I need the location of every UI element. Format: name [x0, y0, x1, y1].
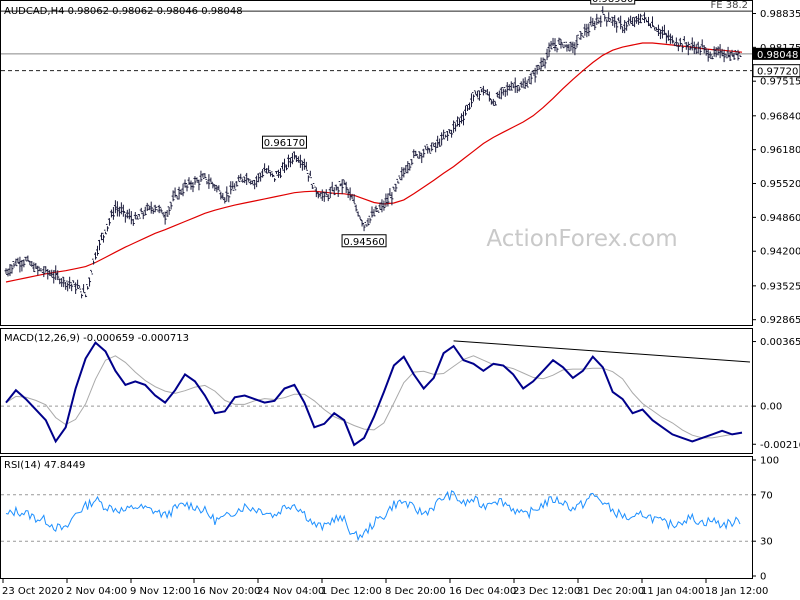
- price-panel-title: AUDCAD,H4 0.98062 0.98062 0.98046 0.9804…: [4, 6, 243, 17]
- annotation-label: 0.98980: [592, 0, 633, 5]
- time-tick-label: 23 Oct 2020: [2, 586, 64, 597]
- price-tick-label: 0.98175: [760, 43, 800, 54]
- rsi-level-lines: [1, 494, 752, 542]
- price-annotations: 0.98980 0.96170 0.94560: [261, 0, 636, 248]
- time-tick-label: 1 Dec 12:00: [321, 586, 382, 597]
- rsi-tick-label: 100: [760, 456, 779, 467]
- price-axis: 0.98835 0.98175 0.97515 0.96840 0.96180 0.955…: [752, 9, 800, 326]
- level-tag-label: 0.97720: [757, 67, 798, 78]
- annotation-label: 0.96170: [264, 138, 305, 149]
- time-tick-label: 18 Jan 12:00: [705, 586, 768, 597]
- price-tick-label: 0.94200: [760, 247, 800, 258]
- macd-lines: [5, 340, 751, 447]
- watermark: ActionForex.com: [486, 226, 677, 252]
- time-tick-label: 23 Dec 12:00: [513, 586, 580, 597]
- time-tick-label: 16 Nov 20:00: [193, 586, 260, 597]
- price-level-lines: FE 38.2 0.98048 0.97720: [1, 0, 800, 78]
- rsi-tick-label: 70: [760, 490, 773, 501]
- macd-signal-line: [5, 355, 743, 439]
- macd-trendline: [453, 340, 751, 363]
- price-panel: [0, 0, 753, 326]
- annotation-box: [341, 234, 387, 248]
- price-tick-label: 0.98835: [760, 9, 800, 20]
- price-tick-label: 0.93525: [760, 281, 800, 292]
- price-bars: [4, 6, 742, 299]
- rsi-line: [5, 490, 741, 542]
- time-tick-label: 9 Nov 12:00: [130, 586, 191, 597]
- macd-panel-title: MACD(12,26,9) -0.000659 -0.000713: [4, 333, 189, 344]
- level-label: FE 38.2: [710, 0, 748, 11]
- rsi-axis: 100 70 30 0: [752, 456, 779, 583]
- macd-tick-label: 0.00: [760, 402, 782, 413]
- annotation-box: [261, 135, 307, 149]
- rsi-line: [5, 490, 741, 542]
- time-tick-label: 11 Jan 04:00: [641, 586, 704, 597]
- time-tick-label: 24 Nov 04:00: [257, 586, 324, 597]
- level-tag-label: 0.98048: [757, 50, 798, 61]
- macd-panel: [0, 328, 753, 454]
- time-tick-label: 8 Dec 20:00: [385, 586, 446, 597]
- rsi-tick-label: 30: [760, 537, 773, 548]
- rsi-panel-title: RSI(14) 47.8449: [4, 460, 85, 471]
- macd-tick-label: -0.002161: [760, 440, 800, 451]
- rsi-tick-label: 0: [760, 572, 766, 583]
- macd-axis: 0.003659 0.00 -0.002161: [752, 337, 800, 451]
- annotation-label: 0.94560: [343, 237, 384, 248]
- time-tick-label: 16 Dec 04:00: [449, 586, 516, 597]
- annotation-box: [590, 0, 636, 5]
- moving-average-line: [5, 42, 743, 283]
- price-tick-label: 0.95520: [760, 179, 800, 190]
- price-tick-label: 0.96180: [760, 145, 800, 156]
- time-tick-label: 31 Dec 20:00: [577, 586, 644, 597]
- macd-line: [5, 341, 743, 447]
- price-tick-label: 0.97515: [760, 77, 800, 88]
- level-tag: [753, 47, 800, 60]
- time-axis: 23 Oct 2020 2 Nov 04:00 9 Nov 12:00 16 Nov …: [2, 579, 768, 597]
- price-tick-label: 0.94860: [760, 213, 800, 224]
- level-tag: [752, 64, 800, 78]
- time-tick-label: 2 Nov 04:00: [66, 586, 127, 597]
- moving-average: [5, 42, 743, 283]
- price-tick-label: 0.92865: [760, 315, 800, 326]
- macd-tick-label: 0.003659: [760, 337, 800, 348]
- price-tick-label: 0.96840: [760, 111, 800, 122]
